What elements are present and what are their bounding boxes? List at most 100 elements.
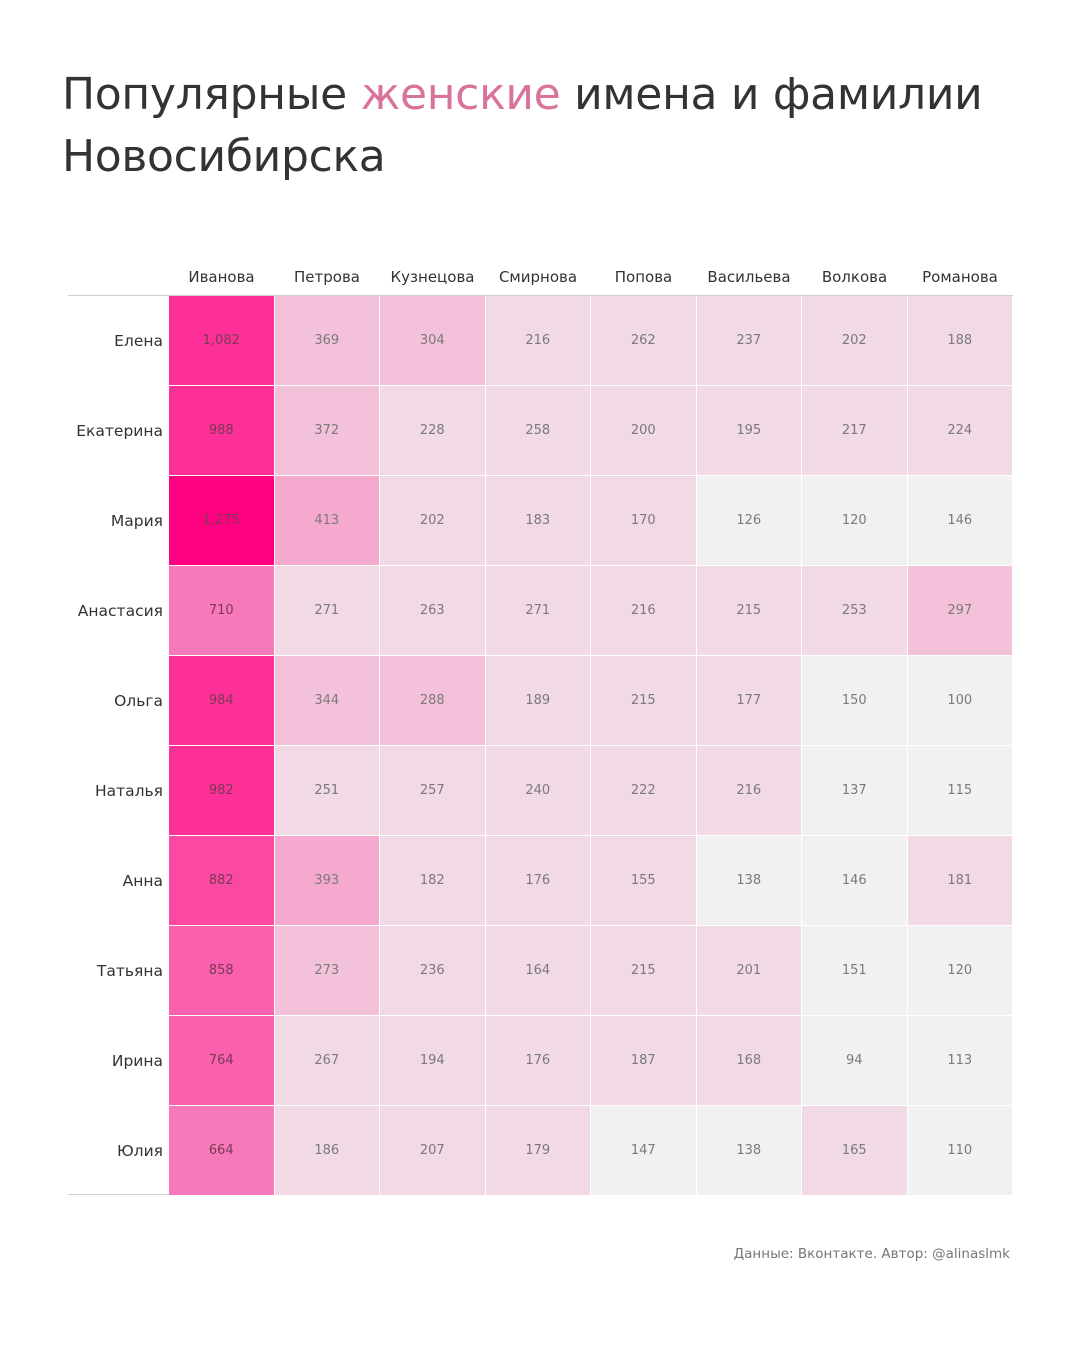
heatmap-cell: 165 (802, 1106, 908, 1196)
row-header: Анна (122, 872, 163, 890)
heatmap-cell: 120 (802, 476, 908, 566)
heatmap-cell: 984 (169, 656, 275, 746)
row-header: Елена (114, 332, 163, 350)
heatmap-cell: 297 (907, 566, 1013, 656)
heatmap-cell: 413 (274, 476, 380, 566)
top-rule (68, 295, 1013, 296)
heatmap-cell: 110 (907, 1106, 1013, 1196)
chart-title: Популярные женские имена и фамилии Новос… (62, 64, 1042, 188)
heatmap-cell: 146 (907, 476, 1013, 566)
column-header: Васильева (707, 268, 791, 286)
heatmap-cell: 201 (696, 926, 802, 1016)
column-header: Кузнецова (390, 268, 475, 286)
heatmap-cell: 188 (907, 296, 1013, 386)
heatmap-cell: 217 (802, 386, 908, 476)
row-header: Ольга (114, 692, 163, 710)
row-header: Наталья (94, 782, 163, 800)
heatmap-cell: 258 (485, 386, 591, 476)
heatmap-cell: 202 (802, 296, 908, 386)
heatmap-cell: 183 (485, 476, 591, 566)
heatmap-cell: 240 (485, 746, 591, 836)
heatmap-cell: 216 (485, 296, 591, 386)
column-header: Попова (614, 268, 673, 286)
heatmap-cell: 94 (802, 1016, 908, 1106)
heatmap-cell: 216 (696, 746, 802, 836)
heatmap-cell: 150 (802, 656, 908, 746)
row-header: Мария (110, 512, 163, 530)
heatmap-cell: 189 (485, 656, 591, 746)
heatmap-cell: 126 (696, 476, 802, 566)
heatmap-cell: 168 (696, 1016, 802, 1106)
heatmap-cell: 271 (485, 566, 591, 656)
heatmap-cell: 262 (591, 296, 697, 386)
heatmap-cell: 164 (485, 926, 591, 1016)
heatmap-cell: 146 (802, 836, 908, 926)
heatmap-cell: 263 (380, 566, 486, 656)
heatmap-cell: 372 (274, 386, 380, 476)
heatmap-cell: 182 (380, 836, 486, 926)
title-part-1: Популярные (62, 69, 361, 120)
heatmap-cell: 181 (907, 836, 1013, 926)
heatmap-cell: 194 (380, 1016, 486, 1106)
heatmap-cell: 664 (169, 1106, 275, 1196)
heatmap-cell: 187 (591, 1016, 697, 1106)
heatmap-cell: 113 (907, 1016, 1013, 1106)
heatmap-cell: 224 (907, 386, 1013, 476)
row-header: Ирина (111, 1052, 163, 1070)
heatmap-cell: 120 (907, 926, 1013, 1016)
heatmap-cell: 393 (274, 836, 380, 926)
heatmap-cell: 257 (380, 746, 486, 836)
heatmap-cell: 177 (696, 656, 802, 746)
heatmap-cell: 288 (380, 656, 486, 746)
column-header: Петрова (294, 268, 360, 286)
heatmap-cell: 100 (907, 656, 1013, 746)
heatmap-cell: 155 (591, 836, 697, 926)
heatmap-cell: 147 (591, 1106, 697, 1196)
heatmap-cell: 216 (591, 566, 697, 656)
heatmap-cell: 195 (696, 386, 802, 476)
column-header: Волкова (821, 268, 888, 286)
heatmap-cell: 858 (169, 926, 275, 1016)
heatmap-cell: 228 (380, 386, 486, 476)
column-header: Смирнова (498, 268, 578, 286)
heatmap-cell: 207 (380, 1106, 486, 1196)
heatmap-cell: 344 (274, 656, 380, 746)
heatmap-cell: 170 (591, 476, 697, 566)
heatmap-cell: 176 (485, 1016, 591, 1106)
heatmap-cell: 267 (274, 1016, 380, 1106)
heatmap-cell: 151 (802, 926, 908, 1016)
row-header: Татьяна (96, 962, 163, 980)
column-header: Иванова (188, 268, 255, 286)
heatmap-cell: 215 (591, 656, 697, 746)
heatmap-cell: 176 (485, 836, 591, 926)
source-credit: Данные: Вконтакте. Автор: @alinaslmk (733, 1246, 1010, 1262)
title-accent: женские (360, 69, 561, 120)
heatmap-cell: 215 (591, 926, 697, 1016)
heatmap-cell: 222 (591, 746, 697, 836)
heatmap-cell: 179 (485, 1106, 591, 1196)
heatmap-cell: 369 (274, 296, 380, 386)
heatmap-cell: 138 (696, 836, 802, 926)
heatmap-cell: 764 (169, 1016, 275, 1106)
heatmap-cell: 253 (802, 566, 908, 656)
heatmap-cell: 137 (802, 746, 908, 836)
heatmap-cell: 138 (696, 1106, 802, 1196)
heatmap-cell: 982 (169, 746, 275, 836)
heatmap-cell: 200 (591, 386, 697, 476)
heatmap-cell: 273 (274, 926, 380, 1016)
heatmap-cell: 882 (169, 836, 275, 926)
heatmap-cell: 202 (380, 476, 486, 566)
heatmap-cell: 1,275 (169, 476, 275, 566)
column-header: Романова (922, 268, 998, 286)
row-header: Юлия (116, 1142, 163, 1160)
heatmap-cell: 710 (169, 566, 275, 656)
title-part-2: имена и фамилии Новосибирска (62, 69, 983, 182)
heatmap-cell: 215 (696, 566, 802, 656)
heatmap-cell: 988 (169, 386, 275, 476)
heatmap-cell: 237 (696, 296, 802, 386)
heatmap-cell: 304 (380, 296, 486, 386)
heatmap-cell: 1,082 (169, 296, 275, 386)
row-header: Екатерина (76, 422, 163, 440)
heatmap-cell: 271 (274, 566, 380, 656)
